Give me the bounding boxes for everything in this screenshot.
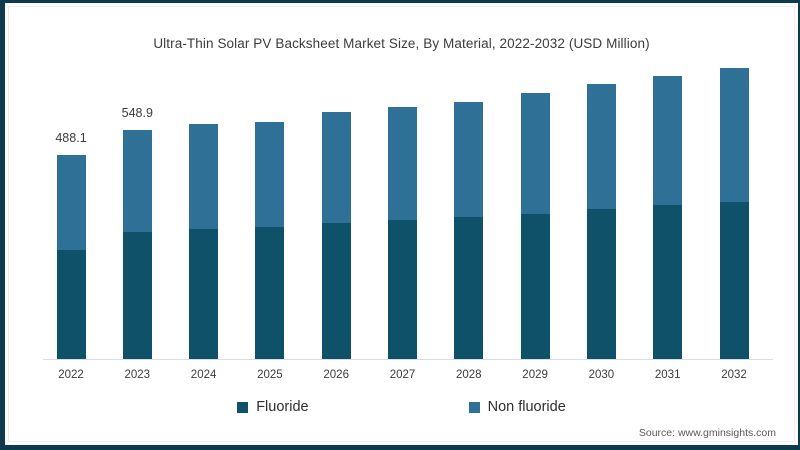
legend-label-non-fluoride: Non fluoride xyxy=(487,399,566,415)
bar-segment-non-fluoride-2029[interactable] xyxy=(520,93,550,214)
bar-value-label-2022: 488.1 xyxy=(55,131,87,145)
bar-column-2031[interactable] xyxy=(653,75,683,359)
bar-column-2029[interactable] xyxy=(520,93,550,359)
bar-column-2028[interactable] xyxy=(454,101,484,359)
bar-segment-fluoride-2029[interactable] xyxy=(520,213,550,359)
x-axis-label-2030: 2030 xyxy=(588,369,615,381)
bar-column-2022[interactable] xyxy=(56,155,86,359)
legend-label-fluoride: Fluoride xyxy=(256,399,309,415)
plot-area: 488.1 548.9 2022 2023 2024 2025 2026 2027 2028 2… xyxy=(5,3,798,450)
x-axis-label-2029: 2029 xyxy=(522,369,548,381)
bar-segment-non-fluoride-2023[interactable] xyxy=(122,129,152,232)
bar-segment-fluoride-2025[interactable] xyxy=(255,226,285,359)
x-axis-label-2026: 2026 xyxy=(323,369,349,381)
x-axis-label-2031: 2031 xyxy=(654,369,681,381)
bar-segment-non-fluoride-2025[interactable] xyxy=(255,122,285,227)
bar-value-label-2023: 548.9 xyxy=(121,105,153,120)
bar-segment-fluoride-2032[interactable] xyxy=(719,202,749,359)
bar-segment-fluoride-2030[interactable] xyxy=(586,208,616,359)
bar-segment-non-fluoride-2031[interactable] xyxy=(653,75,683,205)
bar-column-2032[interactable] xyxy=(719,67,749,359)
bar-segment-fluoride-2022[interactable] xyxy=(56,250,86,359)
x-axis-label-2023: 2023 xyxy=(124,369,151,381)
bar-segment-non-fluoride-2026[interactable] xyxy=(321,112,351,224)
source-attribution: Source: www.gminsights.com xyxy=(638,427,776,439)
x-axis-label-2032: 2032 xyxy=(721,369,747,381)
bar-segment-non-fluoride-2022[interactable] xyxy=(56,155,86,251)
legend-swatch-fluoride xyxy=(237,401,249,413)
bar-segment-fluoride-2024[interactable] xyxy=(189,229,219,359)
bar-segment-fluoride-2027[interactable] xyxy=(388,220,417,359)
bar-column-2024[interactable] xyxy=(189,123,219,359)
bar-column-2027[interactable] xyxy=(388,106,417,359)
x-axis-line xyxy=(43,359,773,360)
x-axis-label-2022: 2022 xyxy=(58,369,84,381)
bar-segment-fluoride-2023[interactable] xyxy=(122,231,152,359)
bar-column-2025[interactable] xyxy=(255,122,285,359)
legend-swatch-non-fluoride xyxy=(468,401,480,413)
legend-item-non-fluoride[interactable]: Non fluoride xyxy=(468,399,566,415)
legend-item-fluoride[interactable]: Fluoride xyxy=(237,399,309,415)
x-axis-label-2024: 2024 xyxy=(190,369,217,381)
bar-segment-fluoride-2031[interactable] xyxy=(653,204,683,359)
bar-segment-non-fluoride-2027[interactable] xyxy=(388,106,417,221)
x-axis-label-2025: 2025 xyxy=(257,369,283,381)
x-axis-label-2027: 2027 xyxy=(389,369,416,381)
bar-column-2030[interactable] xyxy=(586,84,616,359)
bar-segment-non-fluoride-2024[interactable] xyxy=(189,123,219,230)
bar-segment-fluoride-2026[interactable] xyxy=(321,223,351,359)
bar-column-2026[interactable] xyxy=(321,112,351,359)
bar-segment-non-fluoride-2032[interactable] xyxy=(719,67,749,203)
bar-segment-non-fluoride-2030[interactable] xyxy=(586,84,616,209)
bar-segment-fluoride-2028[interactable] xyxy=(454,217,484,359)
page-title: Ultra-Thin Solar PV Backsheet Market Siz… xyxy=(153,36,650,51)
x-axis-label-2028: 2028 xyxy=(456,369,482,381)
chart-legend: Fluoride Non fluoride xyxy=(5,399,798,415)
bar-column-2023[interactable] xyxy=(122,129,152,359)
bar-segment-non-fluoride-2028[interactable] xyxy=(454,101,484,218)
